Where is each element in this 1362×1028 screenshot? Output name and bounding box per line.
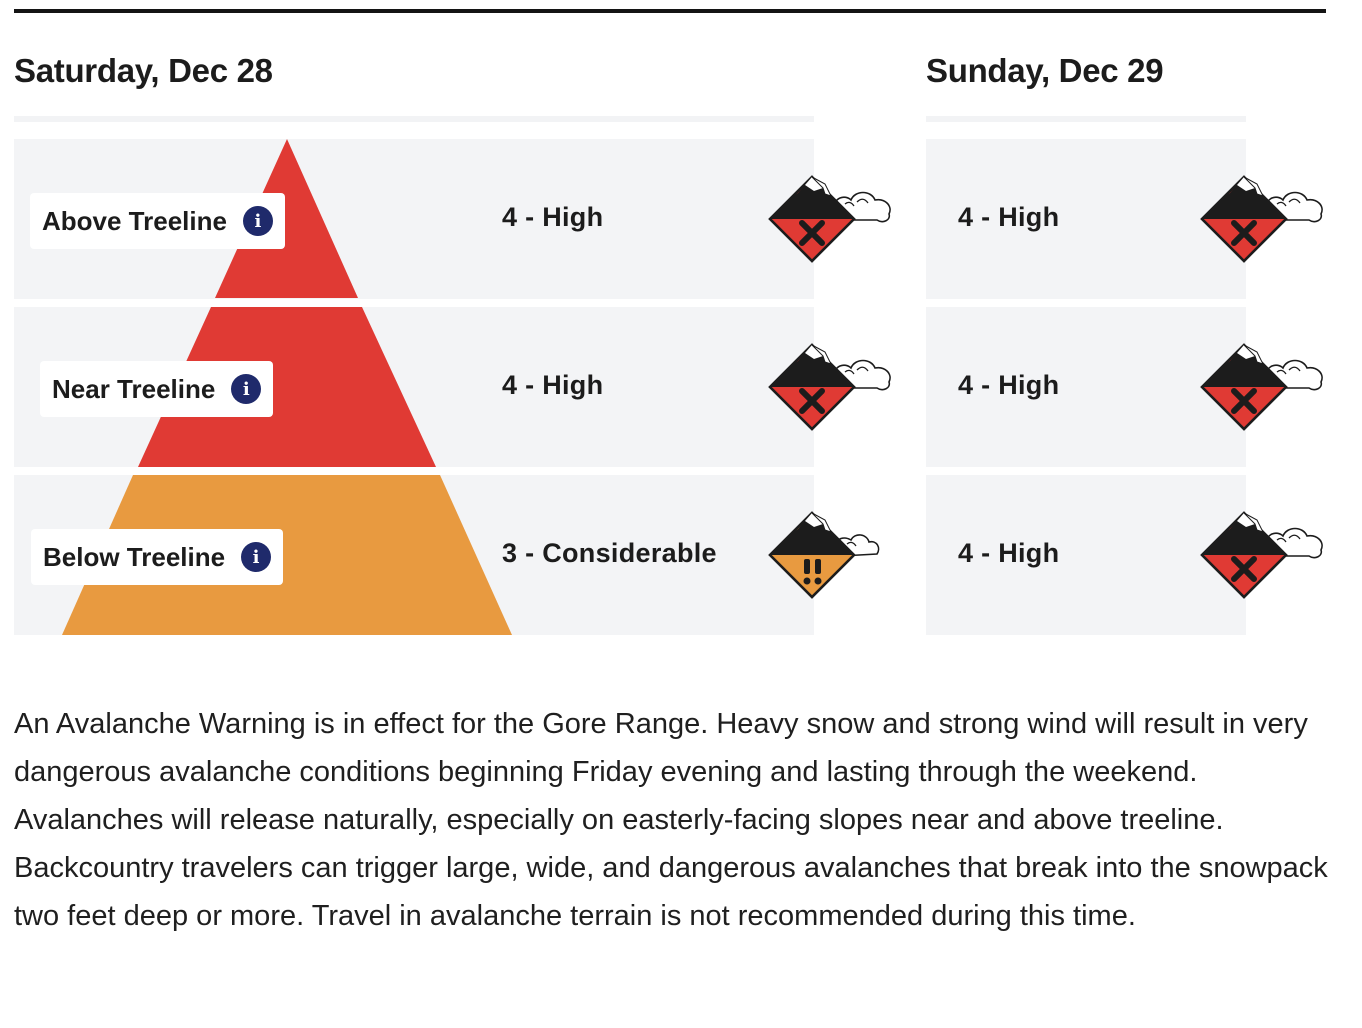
info-icon[interactable]: i <box>242 206 273 236</box>
top-divider <box>14 9 1326 13</box>
saturday-rating-near-treeline: 4 - High <box>502 370 604 400</box>
day-title-saturday: Saturday, Dec 28 <box>14 52 273 89</box>
saturday-rating-above-treeline: 4 - High <box>502 202 604 232</box>
sunday-rating-above-treeline: 4 - High <box>958 202 1060 232</box>
sunday-row-near-treeline <box>926 307 1246 467</box>
danger-high-icon <box>768 343 891 431</box>
sunday-row-above-treeline <box>926 139 1246 299</box>
sunday-row-below-treeline <box>926 475 1246 635</box>
elevation-label-text: Below Treeline <box>43 541 226 572</box>
elevation-label-near-treeline[interactable]: Near Treeline i <box>40 361 274 417</box>
danger-high-icon <box>768 175 891 263</box>
saturday-rating-below-treeline: 3 - Considerable <box>502 538 717 568</box>
danger-high-icon <box>1200 175 1323 263</box>
danger-high-icon <box>1200 511 1323 599</box>
forecast-summary: An Avalanche Warning is in effect for th… <box>14 708 1328 932</box>
day-title-sunday: Sunday, Dec 29 <box>926 52 1164 89</box>
elevation-label-text: Above Treeline <box>42 205 227 236</box>
danger-high-icon <box>1200 343 1323 431</box>
sunday-rating-near-treeline: 4 - High <box>958 370 1060 400</box>
sunday-rating-below-treeline: 4 - High <box>958 538 1060 568</box>
saturday-header-strip <box>14 116 814 122</box>
info-icon[interactable]: i <box>231 374 262 404</box>
elevation-label-above-treeline[interactable]: Above Treeline i <box>30 193 285 249</box>
elevation-label-below-treeline[interactable]: Below Treeline i <box>31 529 284 585</box>
danger-considerable-icon <box>768 511 880 599</box>
elevation-label-text: Near Treeline <box>52 373 216 404</box>
sunday-header-strip <box>926 116 1246 122</box>
info-icon[interactable]: i <box>241 542 272 572</box>
